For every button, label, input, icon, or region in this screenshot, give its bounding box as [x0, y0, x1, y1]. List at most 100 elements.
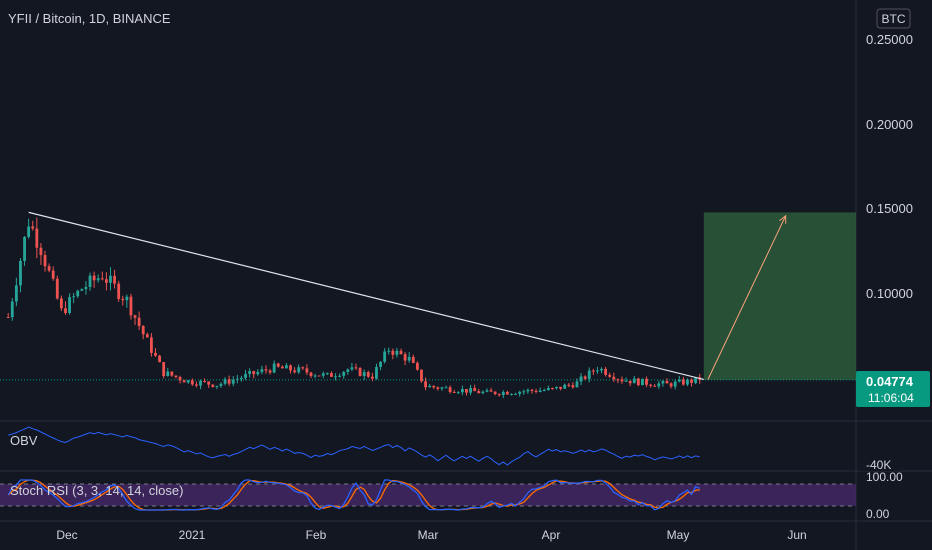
- candle-body[interactable]: [133, 315, 137, 318]
- candle-body[interactable]: [338, 375, 342, 377]
- candle-body[interactable]: [235, 378, 239, 380]
- candle-body[interactable]: [366, 372, 370, 377]
- candle-body[interactable]: [27, 226, 31, 237]
- candle-body[interactable]: [6, 317, 10, 319]
- candle-body[interactable]: [600, 368, 603, 371]
- candle-body[interactable]: [370, 376, 374, 379]
- candle-body[interactable]: [199, 380, 202, 386]
- candle-body[interactable]: [587, 370, 591, 379]
- candle-body[interactable]: [526, 389, 530, 392]
- candle-body[interactable]: [420, 369, 423, 382]
- candle-body[interactable]: [350, 367, 354, 370]
- candle-body[interactable]: [297, 367, 301, 373]
- candle-body[interactable]: [362, 372, 366, 376]
- candle-body[interactable]: [64, 308, 67, 314]
- candle-body[interactable]: [215, 385, 219, 387]
- candle-body[interactable]: [35, 228, 39, 248]
- candle-body[interactable]: [612, 376, 616, 380]
- candle-body[interactable]: [289, 365, 292, 371]
- candle-body[interactable]: [280, 366, 284, 369]
- candle-body[interactable]: [665, 381, 669, 384]
- candle-body[interactable]: [174, 375, 178, 378]
- candle-body[interactable]: [309, 372, 313, 377]
- candle-body[interactable]: [354, 367, 358, 369]
- candle-body[interactable]: [39, 247, 43, 256]
- candle-body[interactable]: [669, 383, 673, 387]
- candle-body[interactable]: [694, 377, 698, 383]
- candle-body[interactable]: [178, 377, 182, 381]
- candle-body[interactable]: [330, 373, 333, 377]
- candle-body[interactable]: [448, 387, 452, 392]
- candle-body[interactable]: [145, 334, 149, 338]
- candle-body[interactable]: [489, 390, 493, 392]
- candle-body[interactable]: [436, 387, 440, 389]
- candle-body[interactable]: [125, 296, 129, 301]
- candle-body[interactable]: [264, 369, 268, 371]
- candle-body[interactable]: [497, 394, 501, 396]
- candle-body[interactable]: [690, 379, 693, 383]
- candle-body[interactable]: [55, 278, 59, 299]
- candle-body[interactable]: [681, 379, 685, 385]
- candle-body[interactable]: [240, 377, 243, 379]
- candle-body[interactable]: [571, 385, 575, 388]
- candle-body[interactable]: [432, 385, 436, 388]
- candle-body[interactable]: [84, 287, 88, 290]
- candle-body[interactable]: [182, 380, 186, 383]
- candle-body[interactable]: [166, 371, 170, 377]
- candle-body[interactable]: [415, 362, 419, 370]
- candle-body[interactable]: [285, 365, 288, 369]
- candle-body[interactable]: [477, 391, 481, 394]
- candle-body[interactable]: [100, 278, 104, 280]
- candle-body[interactable]: [407, 356, 411, 361]
- candle-body[interactable]: [677, 379, 681, 382]
- candle-body[interactable]: [632, 378, 636, 384]
- candle-body[interactable]: [334, 376, 337, 378]
- candle-body[interactable]: [252, 371, 256, 375]
- candle-body[interactable]: [522, 391, 526, 393]
- candle-body[interactable]: [317, 375, 321, 377]
- candle-body[interactable]: [358, 368, 362, 376]
- candle-body[interactable]: [342, 371, 346, 376]
- candle-body[interactable]: [620, 379, 624, 382]
- candle-body[interactable]: [428, 385, 432, 388]
- candle-body[interactable]: [375, 366, 378, 379]
- candle-body[interactable]: [260, 369, 264, 373]
- candle-body[interactable]: [424, 381, 427, 388]
- candle-body[interactable]: [534, 390, 538, 392]
- candle-body[interactable]: [473, 387, 477, 392]
- candle-body[interactable]: [227, 379, 231, 384]
- candle-body[interactable]: [546, 388, 550, 391]
- candle-body[interactable]: [645, 378, 648, 385]
- candle-body[interactable]: [514, 393, 517, 395]
- candle-body[interactable]: [542, 390, 546, 392]
- candle-body[interactable]: [80, 289, 84, 291]
- candle-body[interactable]: [403, 354, 407, 361]
- candle-body[interactable]: [628, 380, 632, 384]
- candle-body[interactable]: [109, 275, 112, 283]
- candle-body[interactable]: [195, 384, 198, 386]
- candle-body[interactable]: [452, 391, 456, 393]
- candle-body[interactable]: [501, 391, 505, 396]
- candle-body[interactable]: [391, 350, 395, 355]
- candle-body[interactable]: [395, 350, 399, 355]
- candle-body[interactable]: [14, 285, 18, 302]
- obv-title[interactable]: OBV: [10, 433, 38, 448]
- candle-body[interactable]: [207, 381, 211, 385]
- candle-body[interactable]: [104, 279, 108, 283]
- candle-body[interactable]: [23, 236, 26, 261]
- candle-body[interactable]: [137, 317, 141, 326]
- candle-body[interactable]: [379, 361, 382, 367]
- candle-body[interactable]: [72, 296, 76, 298]
- candle-body[interactable]: [661, 381, 665, 384]
- candle-body[interactable]: [325, 373, 329, 375]
- candle-body[interactable]: [51, 270, 55, 279]
- candle-body[interactable]: [604, 368, 608, 375]
- candle-body[interactable]: [92, 275, 96, 281]
- candle-body[interactable]: [444, 387, 448, 389]
- candle-body[interactable]: [567, 384, 571, 386]
- candle-body[interactable]: [481, 391, 485, 394]
- stoch-rsi-title[interactable]: Stoch RSI (3, 3, 14, 14, close): [10, 483, 183, 498]
- candle-body[interactable]: [641, 378, 644, 386]
- candle-body[interactable]: [150, 337, 153, 353]
